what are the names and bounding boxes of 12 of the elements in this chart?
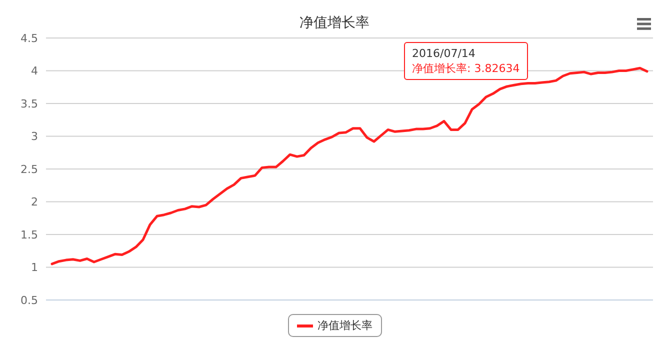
y-tick-label: 4.5 (20, 32, 38, 45)
y-tick-label: 1.5 (20, 228, 38, 242)
y-tick-label: 2.5 (20, 162, 38, 176)
annotation: 2016/07/14 净值增长率: 3.82634 (412, 46, 520, 76)
y-tick-label: 0.5 (20, 294, 38, 307)
chart-title: 净值增长率 (300, 15, 370, 31)
y-tick-label: 4 (31, 64, 38, 78)
y-tick-label: 3 (31, 130, 38, 144)
y-tick-label: 1 (31, 261, 38, 274)
legend-label: 净值增长率 (318, 318, 372, 333)
y-tick-label: 3.5 (20, 97, 38, 110)
y-tick-label: 2 (31, 196, 38, 209)
